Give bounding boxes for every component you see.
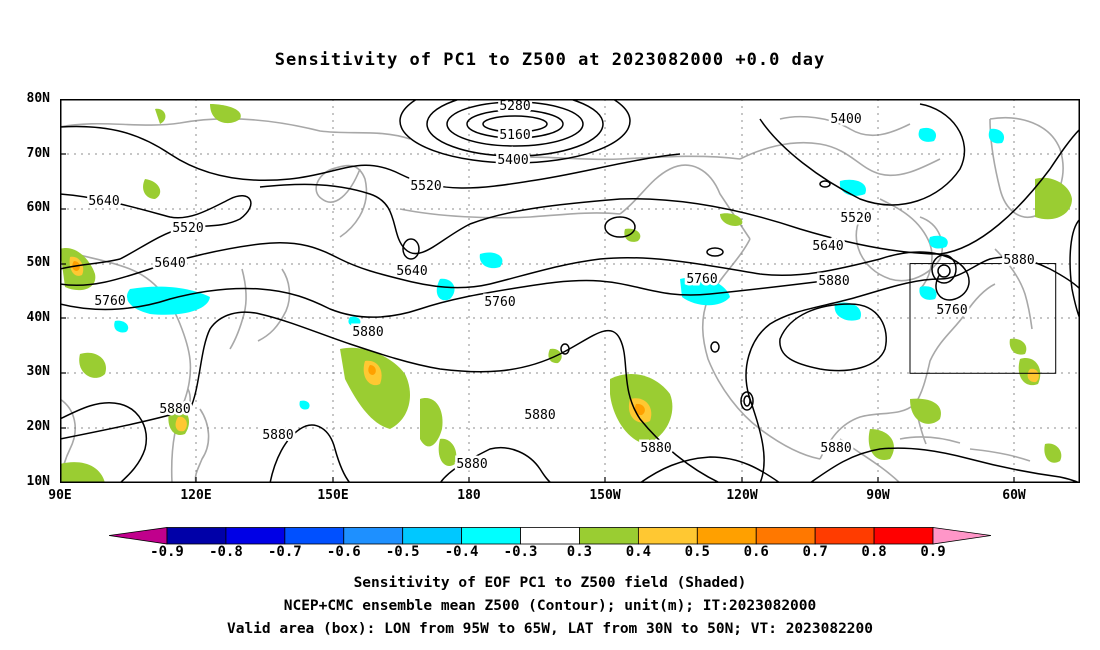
colorbar-label: -0.7: [267, 544, 302, 560]
z500-contours: [60, 99, 1080, 483]
contour-label: 5880: [818, 274, 849, 289]
colorbar-label: -0.8: [209, 544, 243, 560]
tick-marks: [60, 153, 1015, 483]
lon-label-90w: 90W: [866, 488, 890, 503]
colorbar-swatch: [873, 527, 934, 545]
contour-label: 5520: [840, 211, 871, 226]
caption-line-2: NCEP+CMC ensemble mean Z500 (Contour); u…: [283, 598, 817, 614]
contour-label: 5160: [499, 128, 530, 143]
colorbar-label: -0.9: [150, 544, 184, 560]
contour-label: 5760: [936, 303, 967, 318]
colorbar-swatch: [109, 527, 168, 545]
colorbar-label: -0.6: [326, 544, 361, 560]
colorbar-swatch: [461, 527, 521, 545]
valid-area-box: [909, 263, 1057, 374]
sensitivity-shading: [60, 104, 1072, 483]
graticule: [60, 99, 1080, 483]
colorbar-swatch: [637, 527, 698, 545]
contour-label: 5760: [94, 294, 125, 309]
lat-label-80n: 80N: [26, 91, 50, 106]
lat-label-60n: 60N: [26, 200, 50, 215]
map-frame: [60, 99, 1080, 483]
colorbar-swatch: [696, 527, 757, 545]
contour-labels: 5280 5160 5400 5520 5400 5640 5520 5640 …: [86, 99, 1037, 475]
caption-line-1: Sensitivity of EOF PC1 to Z500 field (Sh…: [353, 575, 747, 591]
colorbar-label: 0.9: [920, 544, 946, 560]
lon-label-150e: 150E: [317, 488, 349, 503]
contour-label: 5760: [686, 272, 717, 287]
colorbar-swatch: [814, 527, 875, 545]
contour-label: 5880: [820, 441, 851, 456]
contour-label: 5880: [640, 441, 671, 456]
colorbar-swatch: [755, 527, 816, 545]
lat-label-70n: 70N: [26, 146, 50, 161]
colorbar-label: 0.6: [743, 544, 769, 560]
colorbar-label: -0.5: [385, 544, 420, 560]
lon-label-90e: 90E: [48, 488, 72, 503]
colorbar-swatch: [579, 527, 639, 545]
lat-label-10n: 10N: [26, 474, 50, 489]
lon-label-180: 180: [457, 488, 481, 503]
colorbar-swatch: [284, 527, 345, 545]
contour-label: 5400: [497, 153, 528, 168]
contour-label: 5880: [524, 408, 555, 423]
colorbar-label: 0.5: [684, 544, 710, 560]
contour-label: 5880: [456, 457, 487, 472]
caption-line-3: Valid area (box): LON from 95W to 65W, L…: [226, 621, 873, 637]
colorbar-label: -0.3: [503, 544, 538, 560]
colorbar-swatch: [166, 527, 227, 545]
contour-label: 5280: [499, 99, 530, 114]
colorbar-label: -0.4: [444, 544, 479, 560]
colorbar-label: 0.4: [625, 544, 652, 560]
contour-label: 5880: [352, 325, 383, 340]
colorbar-label: 0.7: [802, 544, 828, 560]
lat-label-20n: 20N: [26, 419, 50, 434]
contour-label: 5880: [1003, 253, 1034, 268]
contour-label: 5640: [812, 239, 843, 254]
lon-label-60w: 60W: [1002, 488, 1026, 503]
contour-label: 5640: [88, 194, 119, 209]
lat-label-40n: 40N: [26, 310, 50, 325]
map-title: Sensitivity of PC1 to Z500 at 2023082000…: [274, 50, 826, 70]
lat-label-50n: 50N: [26, 255, 50, 270]
colorbar-label: 0.3: [566, 544, 593, 560]
contour-label: 5520: [172, 221, 203, 236]
lat-label-30n: 30N: [26, 364, 50, 379]
colorbar-label: 0.8: [861, 544, 887, 560]
coastlines: [60, 115, 1064, 483]
contour-label: 5640: [396, 264, 427, 279]
colorbar-swatch: [932, 527, 991, 545]
contour-label: 5760: [484, 295, 515, 310]
contour-label: 5400: [830, 112, 861, 127]
colorbar-swatch: [225, 527, 286, 545]
map-panel: 5280 5160 5400 5520 5400 5640 5520 5640 …: [60, 99, 1080, 483]
contour-label: 5880: [262, 428, 293, 443]
lon-label-120e: 120E: [180, 488, 212, 503]
contour-label: 5640: [154, 256, 185, 271]
colorbar-swatch: [343, 527, 404, 545]
colorbar-swatch: [402, 527, 463, 545]
contour-label: 5880: [159, 402, 190, 417]
colorbar: [109, 527, 991, 545]
lon-label-150w: 150W: [589, 488, 621, 503]
colorbar-swatch: [520, 527, 580, 545]
contour-label: 5520: [410, 179, 441, 194]
lon-label-120w: 120W: [726, 488, 758, 503]
